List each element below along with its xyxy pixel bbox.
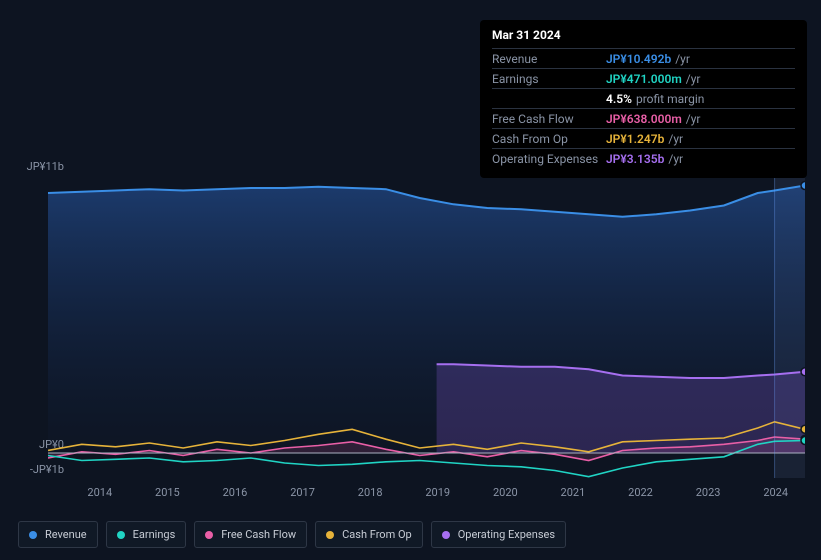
legend-dot-icon [442, 531, 450, 539]
tooltip-row: Operating ExpensesJP¥3.135b/yr [492, 148, 795, 168]
tooltip-row-unit: profit margin [636, 92, 704, 106]
legend-label: Earnings [133, 528, 176, 541]
legend-label: Cash From Op [342, 528, 412, 541]
y-axis-label: JP¥11b [18, 160, 64, 173]
tooltip-row-value: JP¥10.492b [606, 52, 671, 66]
legend-item[interactable]: Free Cash Flow [194, 521, 307, 548]
tooltip-row: Cash From OpJP¥1.247b/yr [492, 128, 795, 148]
tooltip-row-value: JP¥471.000m [606, 72, 682, 86]
legend-item[interactable]: Earnings [106, 521, 187, 548]
legend-dot-icon [326, 531, 334, 539]
tooltip-row-label: Earnings [492, 72, 606, 86]
chart-area: JP¥11bJP¥0-JP¥1b 20142015201620172018201… [18, 160, 805, 480]
legend-item[interactable]: Cash From Op [315, 521, 423, 548]
x-axis-label: 2021 [561, 486, 586, 499]
legend-label: Operating Expenses [458, 528, 555, 541]
chart-plot[interactable] [48, 178, 805, 478]
tooltip-row-value: JP¥1.247b [606, 132, 664, 146]
legend-label: Revenue [45, 528, 87, 541]
series-end-dot [801, 182, 805, 190]
x-axis-label: 2018 [358, 486, 383, 499]
tooltip-row-value: 4.5% [606, 92, 632, 106]
series-end-dot [801, 425, 805, 433]
series-end-dot [801, 368, 805, 376]
tooltip-row-unit: /yr [686, 112, 701, 126]
x-axis-label: 2017 [290, 486, 315, 499]
tooltip-row: 4.5% profit margin [492, 88, 795, 108]
tooltip-row-label: Operating Expenses [492, 152, 606, 166]
tooltip-date: Mar 31 2024 [492, 28, 795, 48]
tooltip-row-unit: /yr [686, 72, 701, 86]
x-axis-label: 2024 [763, 486, 788, 499]
x-axis-label: 2023 [696, 486, 721, 499]
series-end-dot [801, 437, 805, 445]
tooltip-row: Free Cash FlowJP¥638.000m/yr [492, 108, 795, 128]
legend-item[interactable]: Revenue [18, 521, 98, 548]
tooltip-row: RevenueJP¥10.492b/yr [492, 48, 795, 68]
tooltip-row-value: JP¥638.000m [606, 112, 682, 126]
legend-label: Free Cash Flow [221, 528, 296, 541]
legend-dot-icon [205, 531, 213, 539]
x-axis-label: 2016 [223, 486, 248, 499]
x-axis-label: 2022 [628, 486, 653, 499]
tooltip-row-unit: /yr [675, 52, 690, 66]
data-tooltip: Mar 31 2024 RevenueJP¥10.492b/yrEarnings… [480, 20, 807, 178]
tooltip-row-label: Free Cash Flow [492, 112, 606, 126]
tooltip-row-unit: /yr [668, 132, 683, 146]
tooltip-row-label: Revenue [492, 52, 606, 66]
x-axis-label: 2014 [87, 486, 112, 499]
x-axis: 2014 2015 2016 2017 2018 2019 2020 2021 2022 2023… [66, 486, 821, 506]
tooltip-row-label: Cash From Op [492, 132, 606, 146]
tooltip-row-unit: /yr [668, 152, 683, 166]
legend-item[interactable]: Operating Expenses [431, 521, 566, 548]
legend-dot-icon [29, 531, 37, 539]
x-axis-label: 2019 [425, 486, 450, 499]
legend: Revenue Earnings Free Cash Flow Cash From O… [18, 521, 566, 548]
legend-dot-icon [117, 531, 125, 539]
opex-area [437, 364, 805, 453]
x-axis-label: 2020 [493, 486, 518, 499]
x-axis-label: 2015 [155, 486, 180, 499]
tooltip-row-value: JP¥3.135b [606, 152, 664, 166]
tooltip-row: EarningsJP¥471.000m/yr [492, 68, 795, 88]
